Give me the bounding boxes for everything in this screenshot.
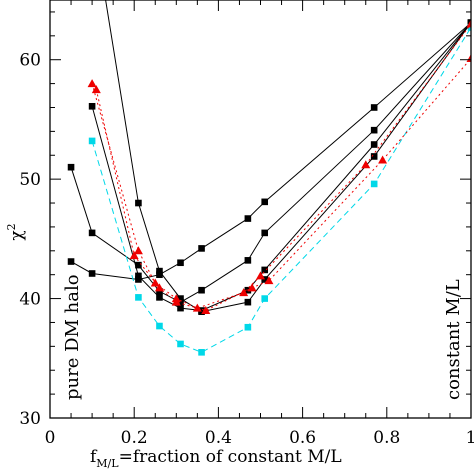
series-line <box>95 58 471 312</box>
data-point-square <box>261 276 269 283</box>
data-point-square <box>244 215 252 222</box>
axes-layer <box>49 0 472 419</box>
data-point-square <box>370 104 378 111</box>
data-point-square <box>135 272 142 280</box>
data-point-square <box>88 102 96 110</box>
data-point-triangle <box>361 160 371 169</box>
y-axis-label-superscript: 2 <box>5 223 18 230</box>
x-axis-label: fM/L=fraction of constant M/L <box>90 447 342 470</box>
data-point-square <box>198 349 205 356</box>
data-point-square <box>370 141 378 148</box>
data-point-square <box>177 304 184 312</box>
data-point-triangle <box>264 276 274 285</box>
x-tick-label: 1 <box>466 428 474 448</box>
series-solid-black-square <box>67 19 471 283</box>
x-tick-label: 0 <box>45 428 56 448</box>
y-tick-label: 40 <box>19 290 41 310</box>
data-point-square <box>67 258 75 265</box>
series-solid-black-square <box>88 19 471 314</box>
data-point-square <box>261 229 269 237</box>
data-point-triangle <box>256 271 265 280</box>
series-line <box>70 22 471 303</box>
y-tick-label: 30 <box>19 409 41 429</box>
series-line <box>105 0 471 313</box>
data-point-square <box>88 270 96 277</box>
data-point-square <box>261 198 269 206</box>
data-point-square <box>177 340 184 348</box>
data-point-square <box>177 259 184 267</box>
data-point-square <box>135 276 142 283</box>
data-point-triangle <box>133 246 143 255</box>
data-point-triangle <box>466 19 471 28</box>
data-point-square <box>88 229 96 237</box>
data-point-square <box>467 24 471 31</box>
annotation-constant-ml: constant M/L <box>443 279 464 400</box>
data-point-square <box>177 298 184 306</box>
data-point-square <box>198 286 205 294</box>
data-point-square <box>135 199 142 207</box>
data-point-square <box>156 271 163 278</box>
series-line <box>91 22 471 312</box>
data-point-square <box>135 294 142 301</box>
data-point-triangle <box>378 155 388 164</box>
data-point-triangle <box>154 283 164 292</box>
data-point-triangle <box>247 283 257 292</box>
data-point-triangle <box>87 79 97 88</box>
x-tick-label: 0.8 <box>373 428 400 448</box>
x-tick-label: 0.6 <box>289 428 316 448</box>
series-line <box>91 23 471 309</box>
data-point-triangle <box>91 85 101 94</box>
data-point-square <box>67 163 75 171</box>
tick-label-layer: 0 0.2 0.4 0.6 0.8 1 30 40 50 60 <box>19 51 474 448</box>
data-point-square <box>156 322 163 330</box>
data-point-square <box>156 267 163 275</box>
data-point-square <box>370 180 378 188</box>
data-point-square <box>370 126 378 134</box>
data-point-triangle <box>150 278 160 287</box>
data-point-square <box>261 266 269 274</box>
data-point-square <box>244 298 252 306</box>
data-point-square <box>135 261 142 269</box>
x-tick-label: 0.4 <box>205 428 232 448</box>
series-line <box>91 27 471 353</box>
data-point-square <box>244 257 252 264</box>
data-point-triangle <box>466 54 471 63</box>
annotation-pure-dm-halo: pure DM halo <box>62 274 83 400</box>
data-point-triangle <box>201 306 211 315</box>
series-dotted-red-triangle <box>91 54 471 315</box>
plot-frame <box>49 0 472 419</box>
data-point-triangle <box>171 297 181 306</box>
series-dashed-cyan-square <box>88 24 471 356</box>
data-point-triangle <box>129 251 139 260</box>
y-tick-label: 50 <box>19 170 41 190</box>
data-point-square <box>244 323 252 331</box>
data-point-square <box>198 307 205 314</box>
data-point-square <box>261 295 269 302</box>
data-point-square <box>156 294 163 301</box>
series-solid-black-square <box>67 19 471 306</box>
series-layer <box>67 0 471 356</box>
data-point-square <box>198 245 205 252</box>
x-tick-label: 0.2 <box>121 428 148 448</box>
x-axis-label-subscript: M/L <box>96 457 119 470</box>
data-point-square <box>156 288 163 295</box>
y-tick-label: 60 <box>19 51 41 71</box>
series-line <box>70 22 471 280</box>
data-point-square <box>370 153 378 160</box>
data-point-square <box>88 137 96 145</box>
data-point-square <box>177 295 184 302</box>
y-axis-label: χ2 <box>5 223 27 240</box>
